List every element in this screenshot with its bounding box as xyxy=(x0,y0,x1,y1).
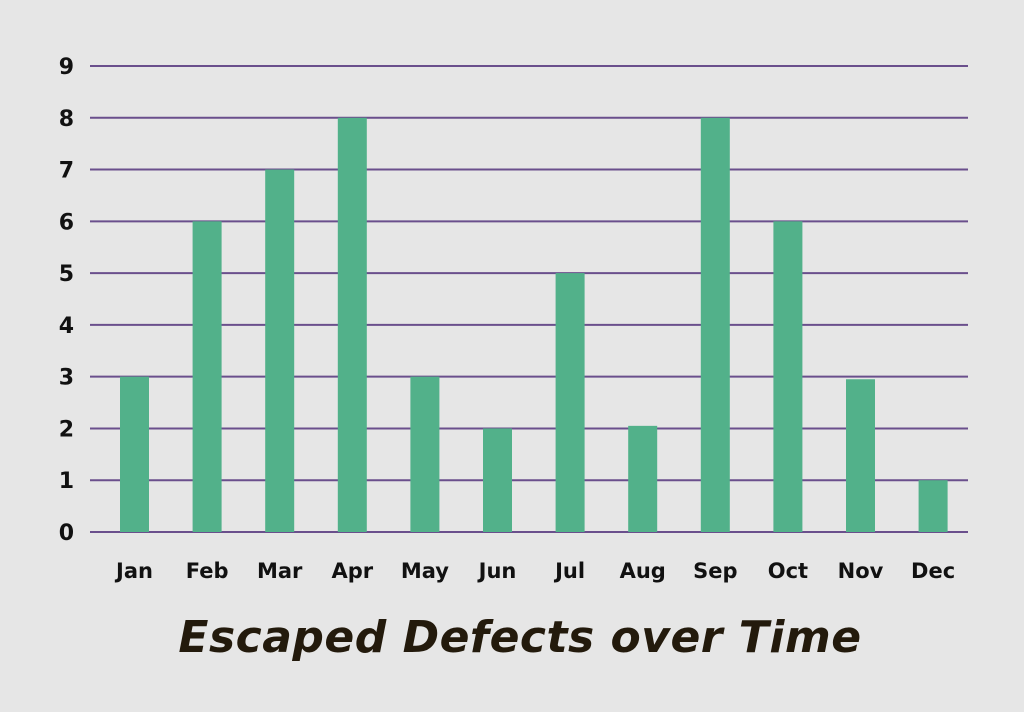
y-axis-tick-labels: 0 1 2 3 4 5 6 7 8 9 xyxy=(59,55,74,546)
x-tick-label-nov: Nov xyxy=(838,559,884,583)
x-tick-label-apr: Apr xyxy=(331,559,373,583)
y-tick-label: 3 xyxy=(59,366,74,391)
x-tick-label-aug: Aug xyxy=(620,559,666,583)
x-tick-label-jul: Jul xyxy=(553,559,585,583)
x-tick-label-may: May xyxy=(401,559,449,583)
y-tick-label: 0 xyxy=(59,521,74,546)
bar-dec xyxy=(918,480,948,532)
y-tick-label: 7 xyxy=(59,159,74,184)
y-tick-label: 1 xyxy=(59,469,74,494)
x-tick-label-mar: Mar xyxy=(257,559,303,583)
bar-apr xyxy=(337,117,367,533)
y-tick-label: 9 xyxy=(59,55,74,80)
x-tick-label-dec: Dec xyxy=(911,559,955,583)
bar-jan xyxy=(120,376,149,532)
bar-feb xyxy=(192,221,222,533)
x-tick-label-oct: Oct xyxy=(768,559,808,583)
x-tick-label-sep: Sep xyxy=(693,559,737,583)
bars xyxy=(120,117,948,533)
x-axis-tick-labels: Jan Feb Mar Apr May Jun Jul Aug Sep Oct Nov Dec xyxy=(114,559,955,583)
y-tick-label: 2 xyxy=(59,417,74,442)
y-tick-label: 4 xyxy=(59,314,74,339)
bar-sep xyxy=(700,117,730,533)
y-tick-label: 8 xyxy=(59,107,74,132)
bar-jul xyxy=(555,273,585,532)
grid-lines xyxy=(90,65,968,533)
bar-mar xyxy=(265,169,295,533)
y-tick-label: 5 xyxy=(59,262,74,287)
x-tick-label-feb: Feb xyxy=(186,559,229,583)
chart-title: Escaped Defects over Time xyxy=(178,612,862,663)
y-tick-label: 6 xyxy=(59,210,74,235)
bar-may xyxy=(410,376,440,532)
bar-jun xyxy=(483,428,512,532)
bar-nov xyxy=(846,379,875,532)
x-tick-label-jan: Jan xyxy=(114,559,153,583)
bar-aug xyxy=(628,425,658,532)
bar-oct xyxy=(773,221,803,533)
x-tick-label-jun: Jun xyxy=(477,559,517,583)
